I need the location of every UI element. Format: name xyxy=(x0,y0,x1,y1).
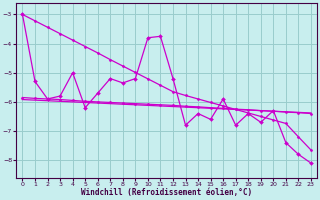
X-axis label: Windchill (Refroidissement éolien,°C): Windchill (Refroidissement éolien,°C) xyxy=(81,188,252,197)
